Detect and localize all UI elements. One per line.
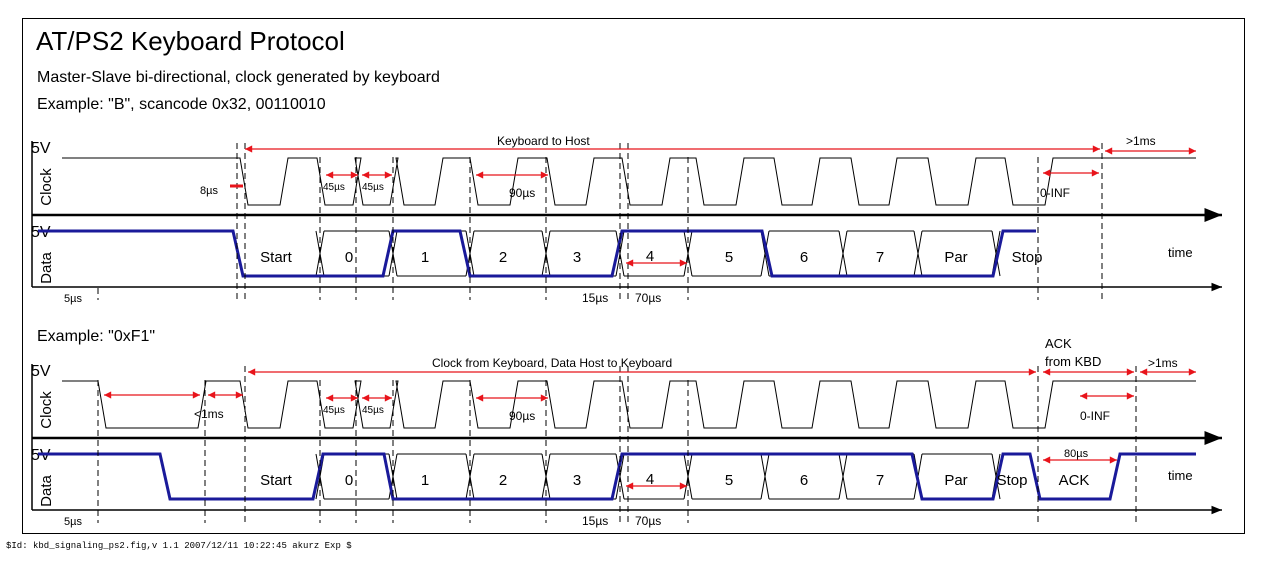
panel1-direction-label: Keyboard to Host: [497, 134, 590, 148]
diagram-layer: 5V Clock 5V Data Start 0 1 2 3 5 6 7 Par Stop time 5µs 1…: [31, 134, 1222, 528]
panel2-ack-label: ACK: [1059, 472, 1090, 489]
panel1-bit-edge-b-0: [315, 230, 325, 277]
panel1-inf-label: 0-INF: [1040, 186, 1070, 200]
footer-id: $Id: kbd_signaling_ps2.fig,v 1.1 2007/12…: [6, 541, 352, 551]
panel1-bit0-label: 0: [345, 249, 353, 266]
panel1-gt1ms-label: >1ms: [1126, 134, 1156, 148]
panel2-par-label: Par: [944, 472, 967, 489]
panel2-us45b-label: 45µs: [362, 405, 384, 416]
panel1-us15-label: 15µs: [582, 291, 608, 305]
panel1-bit6-label: 6: [800, 249, 808, 266]
subtitle: Master-Slave bi-directional, clock gener…: [37, 69, 440, 86]
panel2-gt1ms-label: >1ms: [1148, 356, 1178, 370]
panel1-clock-axis-label: Clock: [38, 168, 55, 206]
panel1-us90-label: 90µs: [509, 186, 535, 200]
example-b-label: Example: "B", scancode 0x32, 00110010: [37, 96, 326, 113]
panel2-bit-edge-b-6: [760, 453, 770, 500]
panel2-stop-label: Stop: [997, 472, 1028, 489]
example-f1-label: Example: "0xF1": [37, 328, 155, 345]
panel1-us45a-label: 45µs: [323, 182, 345, 193]
panel2-bit-edge-b-7: [838, 453, 848, 500]
panel2-lt1ms-label: <1ms: [194, 407, 224, 421]
panel1-bit-edge-b-3: [541, 230, 551, 277]
panel2-bit3-label: 3: [573, 472, 581, 489]
panel1-bit-edge-b-1: [388, 230, 398, 277]
panel1-bit7-label: 7: [876, 249, 884, 266]
panel1-bit-edge-b-8: [913, 230, 923, 277]
panel1-time-label: time: [1168, 245, 1193, 260]
panel2-us45a-label: 45µs: [323, 405, 345, 416]
panel1-bit-edge-b-7: [838, 230, 848, 277]
panel1-us5-label: 5µs: [64, 293, 82, 305]
page-title: AT/PS2 Keyboard Protocol: [36, 26, 345, 56]
panel2-us15-label: 15µs: [582, 514, 608, 528]
panel2-data-axis-label: Data: [38, 475, 55, 507]
panel2-us70-label: 70µs: [635, 514, 661, 528]
panel1-bit-edge-b-6: [760, 230, 770, 277]
panel1-bit-edge-b-5: [683, 230, 693, 277]
panel1-us45b-label: 45µs: [362, 182, 384, 193]
panel1-data-waveform: [38, 229, 1036, 278]
panel2-bit-edge-b-5: [683, 453, 693, 500]
panel2-bit5-label: 5: [725, 472, 733, 489]
panel2-bit4-over: 4: [646, 471, 654, 488]
panel2-bit-edge-b-2: [465, 453, 475, 500]
panel2-us5-label: 5µs: [64, 516, 82, 528]
panel2-data-waveform: [38, 452, 1196, 501]
panel2-inf-label: 0-INF: [1080, 409, 1110, 423]
panel2-ack-label-2: from KBD: [1045, 354, 1101, 369]
panel1-start-label: Start: [260, 249, 293, 266]
panel1-clock-waveform: [62, 157, 1196, 206]
panel1-bit3-label: 3: [573, 249, 581, 266]
panel2-us80-label: 80µs: [1064, 448, 1089, 460]
panel2-ack-label-1: ACK: [1045, 336, 1072, 351]
panel2-clock-waveform: [62, 380, 1196, 429]
panel1-bit1-label: 1: [421, 249, 429, 266]
panel1-clock-5v-label: 5V: [31, 140, 51, 157]
panel1-stop-label: Stop: [1012, 249, 1043, 266]
panel2-us90-label: 90µs: [509, 409, 535, 423]
panel2-bit6-label: 6: [800, 472, 808, 489]
panel2-bit0-label: 0: [345, 472, 353, 489]
panel1-us8-label: 8µs: [200, 185, 218, 197]
panel1-data-axis-label: Data: [38, 252, 55, 284]
panel1-bit4-over: 4: [646, 248, 654, 265]
panel1-us70-label: 70µs: [635, 291, 661, 305]
diagram-frame: [22, 18, 1245, 534]
panel1-bit2-label: 2: [499, 249, 507, 266]
panel2-start-label: Start: [260, 472, 293, 489]
panel2-bit7-label: 7: [876, 472, 884, 489]
panel2-bit1-label: 1: [421, 472, 429, 489]
panel2-clock-axis-label: Clock: [38, 391, 55, 429]
panel2-bit2-label: 2: [499, 472, 507, 489]
panel2-time-label: time: [1168, 468, 1193, 483]
panel2-direction-label: Clock from Keyboard, Data Host to Keyboa…: [432, 356, 672, 370]
panel2-bit-edge-b-3: [541, 453, 551, 500]
panel1-bit5-label: 5: [725, 249, 733, 266]
panel1-par-label: Par: [944, 249, 967, 266]
panel2-clock-5v-label: 5V: [31, 363, 51, 380]
